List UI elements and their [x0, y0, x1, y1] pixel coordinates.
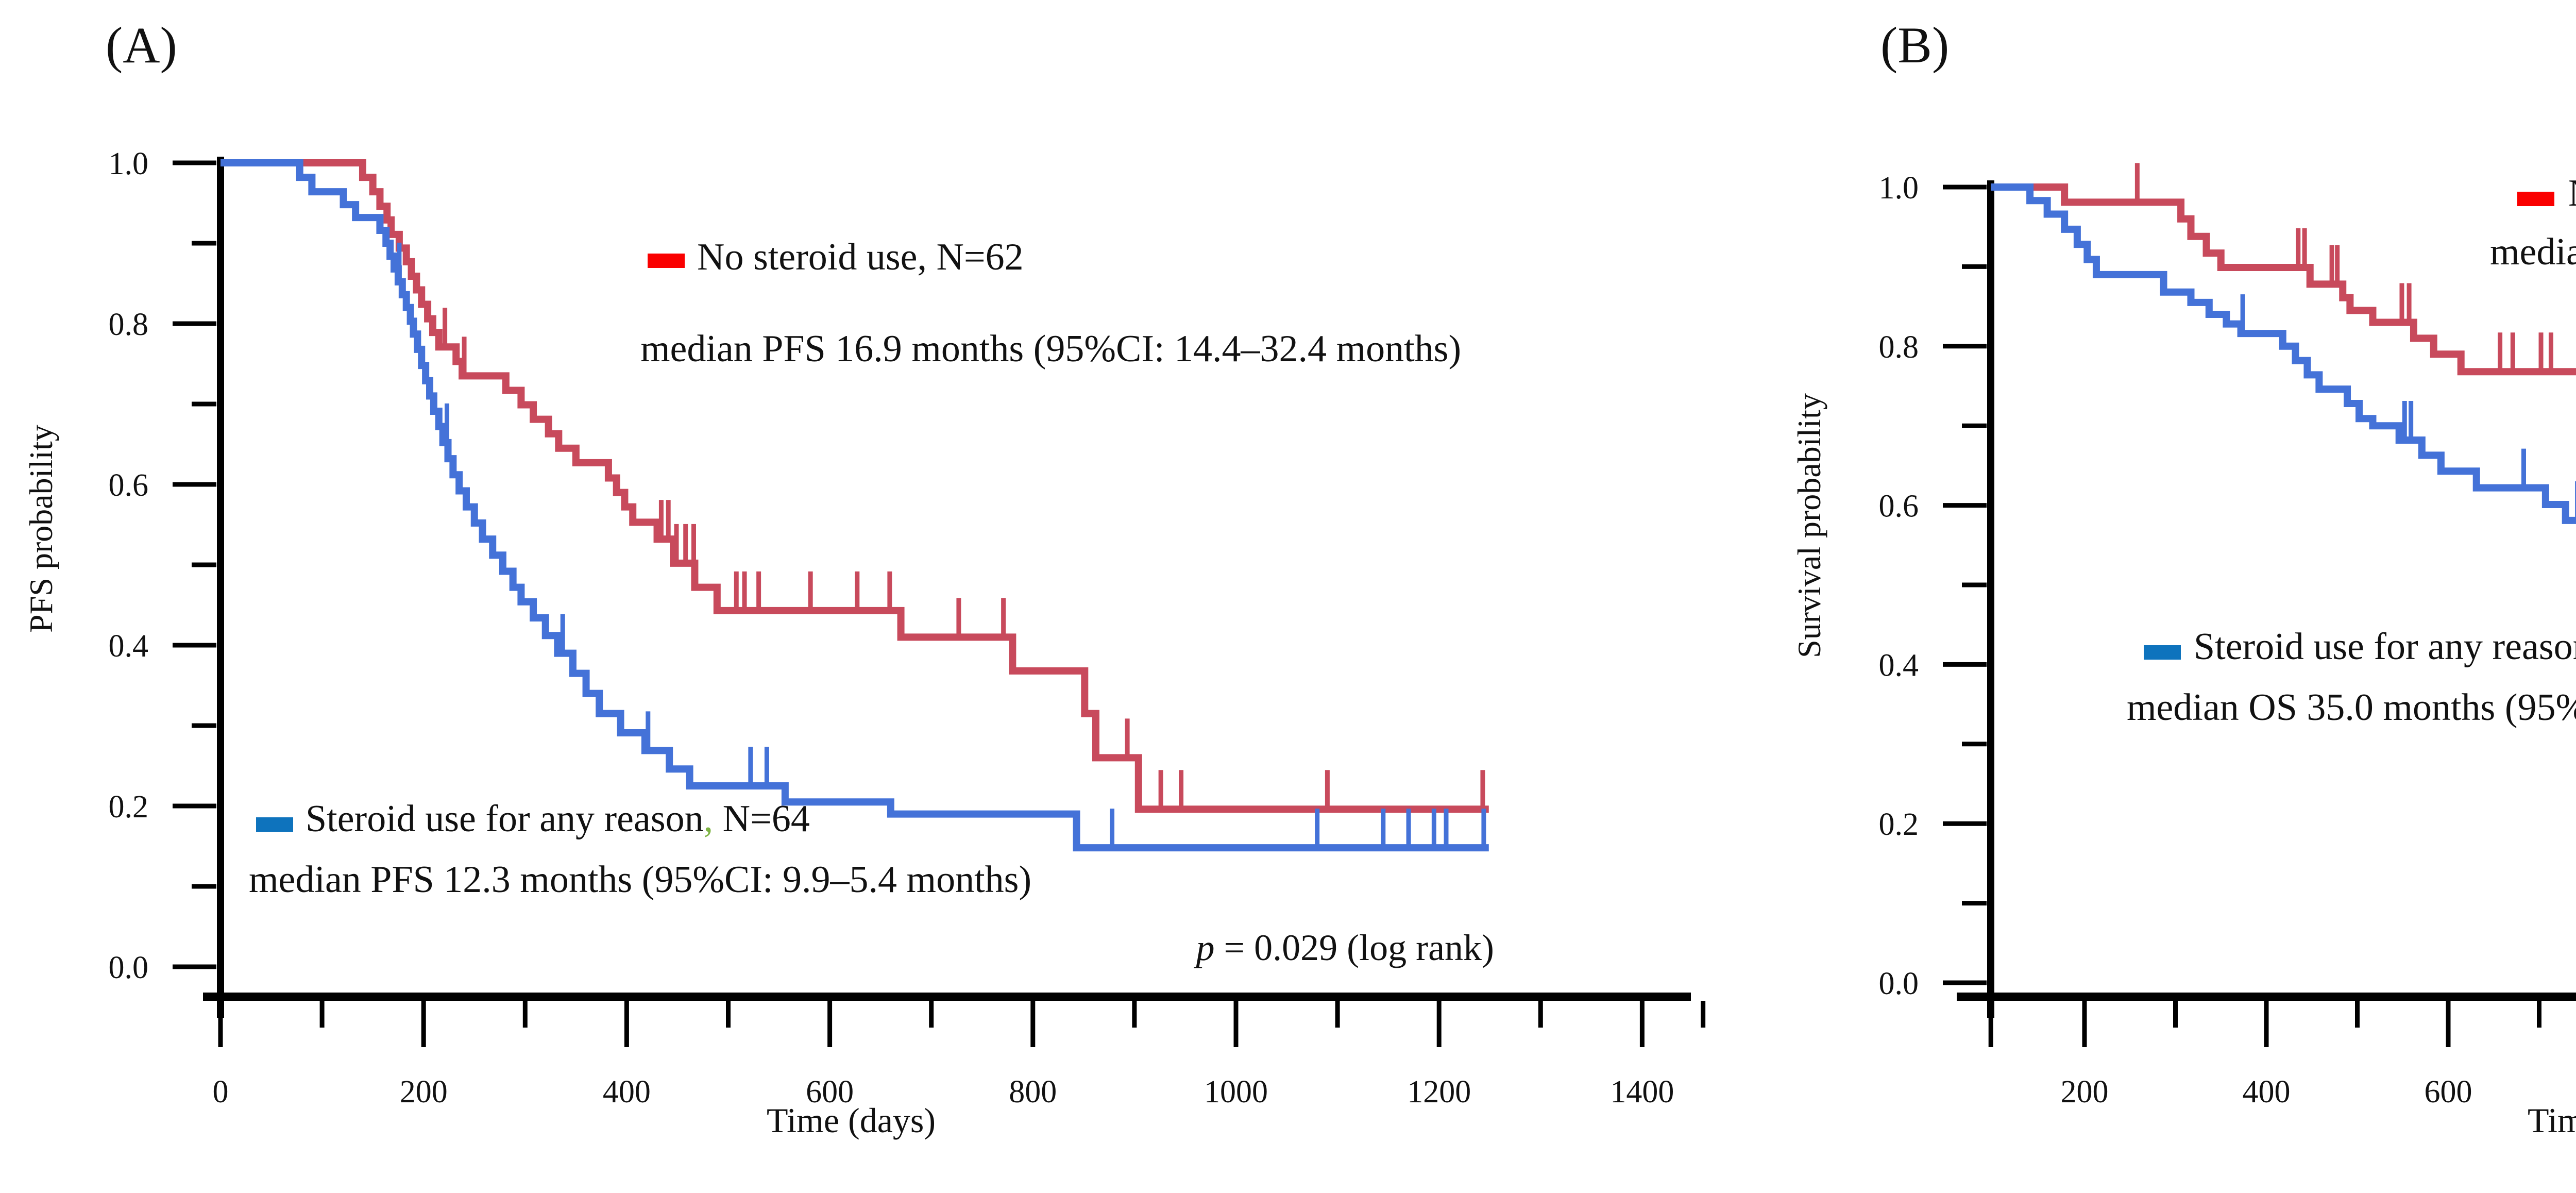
svg-text:0.6: 0.6 — [109, 468, 149, 503]
svg-text:0.4: 0.4 — [109, 629, 149, 664]
text-segment: N=64 — [713, 798, 810, 840]
panel-a-legend-no-steroid-line1: No steroid use, N=62 — [697, 238, 1024, 276]
text-segment: No steroid use, N=62 — [697, 236, 1024, 278]
panel-b-legend-no-steroid-line1: No steroid use, N=62 — [2568, 174, 2576, 212]
curve-no-steroid-panel-b — [1991, 163, 2576, 376]
panel-a-label: (A) — [106, 16, 177, 74]
svg-text:0.8: 0.8 — [109, 307, 149, 342]
panel-b-legend-no-steroid-line2: median OS 41.0 months (95%CI: 32.0 month… — [2490, 233, 2576, 271]
text-segment: No steroid use, N=62 — [2568, 172, 2576, 214]
text-segment: median OS 35.0 months (95%CI: 21.2 month… — [2127, 686, 2576, 729]
panel-a-x-axis-title: Time (days) — [766, 1101, 936, 1140]
svg-text:400: 400 — [603, 1074, 651, 1110]
panel-b-legend-swatch-no-steroid — [2517, 192, 2554, 206]
svg-text:800: 800 — [1009, 1074, 1057, 1110]
text-segment: , — [703, 798, 714, 840]
svg-text:400: 400 — [2243, 1074, 2291, 1110]
svg-text:600: 600 — [2425, 1074, 2472, 1110]
curve-no-steroid-panel-a — [221, 159, 1489, 813]
panel-b-legend-steroid-line2: median OS 35.0 months (95%CI: 21.2 month… — [2127, 688, 2576, 727]
text-segment: median PFS 16.9 months (95%CI: 14.4–32.4… — [640, 328, 1462, 370]
text-segment: median PFS 12.3 months (95%CI: 9.9–5.4 m… — [249, 859, 1032, 901]
svg-text:0.8: 0.8 — [1879, 330, 1919, 365]
text-segment: median OS 41.0 months (95%CI: 32.0 month… — [2490, 231, 2576, 273]
panel-b-axes: 2004006008001000120014001.00.80.60.40.20… — [1879, 171, 2576, 1110]
panel-b-x-axis-title: Time (days) — [2527, 1101, 2576, 1140]
panel-b-legend-steroid-line1: Steroid use for any reason, N=64 — [2194, 628, 2576, 666]
panel-a-legend-no-steroid-line2: median PFS 16.9 months (95%CI: 14.4–32.4… — [640, 330, 1461, 368]
panel-b-legend-swatch-steroid — [2144, 645, 2181, 660]
text-segment: p — [1196, 927, 1215, 968]
svg-text:0.6: 0.6 — [1879, 489, 1919, 524]
text-segment: = 0.029 (log rank) — [1214, 927, 1495, 968]
curve-steroid-panel-a — [221, 159, 1489, 852]
panel-a-legend-swatch-no-steroid — [648, 254, 685, 268]
panel-a-legend-swatch-steroid — [256, 817, 293, 832]
svg-text:200: 200 — [400, 1074, 448, 1110]
panel-a-legend-steroid-line2: median PFS 12.3 months (95%CI: 9.9–5.4 m… — [249, 861, 1031, 899]
panel-b-y-axis-title: Survival probability — [1791, 393, 1827, 658]
panel-a-pvalue: p = 0.029 (log rank) — [1082, 927, 1495, 969]
panel-b-label: (B) — [1880, 16, 1950, 74]
svg-text:0.2: 0.2 — [109, 789, 149, 825]
curve-steroid-panel-b — [1991, 183, 2576, 524]
svg-text:1.0: 1.0 — [109, 146, 149, 181]
svg-text:0.2: 0.2 — [1879, 807, 1919, 842]
svg-text:1200: 1200 — [1407, 1074, 1471, 1110]
panel-a-y-axis-title: PFS probability — [23, 425, 59, 633]
text-segment: Steroid use for any reason — [306, 798, 704, 840]
svg-text:200: 200 — [2061, 1074, 2109, 1110]
svg-text:0.0: 0.0 — [1879, 966, 1919, 1001]
svg-text:1.0: 1.0 — [1879, 171, 1919, 206]
panel-a-axes: 0 200 400 600 800 1000 1200 1400 1.0 0.8 0.6 0.4 0.2… — [109, 146, 1706, 1110]
svg-text:0.4: 0.4 — [1879, 648, 1919, 683]
svg-text:1000: 1000 — [1204, 1074, 1268, 1110]
svg-text:0: 0 — [213, 1074, 229, 1110]
panel-a-legend-steroid-line1: Steroid use for any reason, N=64 — [306, 800, 810, 838]
text-segment: Steroid use for any reason — [2194, 626, 2576, 668]
svg-text:0.0: 0.0 — [109, 950, 149, 985]
svg-text:1400: 1400 — [1610, 1074, 1674, 1110]
svg-text:600: 600 — [806, 1074, 854, 1110]
